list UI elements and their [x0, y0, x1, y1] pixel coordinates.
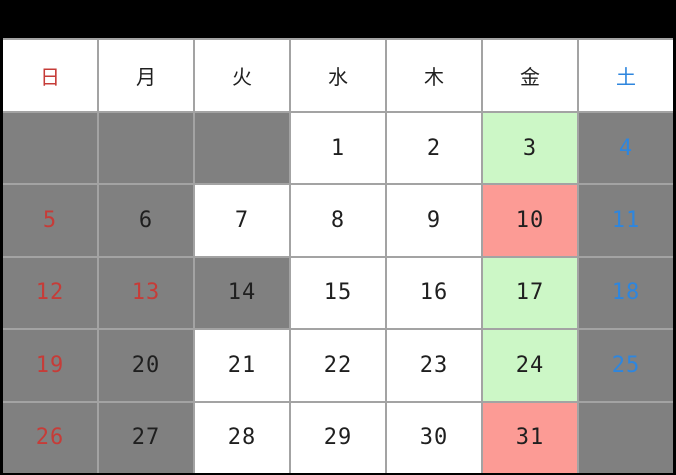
day-cell-15[interactable]: 15 [291, 257, 385, 329]
day-cell-29[interactable]: 29 [291, 402, 385, 473]
day-cell-22[interactable]: 22 [291, 330, 385, 401]
titlebar [0, 0, 676, 38]
day-cell-1[interactable]: 1 [291, 113, 385, 184]
weekday-header-thu: 木 [387, 40, 481, 111]
weekday-header-wed: 水 [291, 40, 385, 111]
day-cell-5[interactable]: 5 [3, 185, 97, 256]
weekday-header-mon: 月 [99, 40, 193, 111]
weekday-header-sun: 日 [3, 40, 97, 111]
day-cell-6[interactable]: 6 [99, 185, 193, 256]
day-cell-26[interactable]: 26 [3, 402, 97, 473]
weekday-header-tue: 火 [195, 40, 289, 111]
empty-cell [99, 113, 193, 184]
day-cell-14[interactable]: 14 [195, 257, 289, 329]
day-cell-23[interactable]: 23 [387, 330, 481, 401]
day-cell-13[interactable]: 13 [99, 257, 193, 329]
day-cell-8[interactable]: 8 [291, 185, 385, 256]
day-cell-11[interactable]: 11 [579, 185, 673, 256]
day-cell-30[interactable]: 30 [387, 402, 481, 473]
empty-cell [195, 113, 289, 184]
day-cell-7[interactable]: 7 [195, 185, 289, 256]
day-cell-2[interactable]: 2 [387, 113, 481, 184]
calendar-grid-frame: 日月火水木金土 1 2 3 4 5 6 7 8 9 10 11 12 13 14 15 16 17 18 19 20 21… [3, 38, 673, 473]
weekday-header-sat: 土 [579, 40, 673, 111]
day-cell-27[interactable]: 27 [99, 402, 193, 473]
day-cell-9[interactable]: 9 [387, 185, 481, 256]
day-cell-16[interactable]: 16 [387, 257, 481, 329]
day-cell-17[interactable]: 17 [483, 257, 577, 329]
weekday-header-fri: 金 [483, 40, 577, 111]
day-cell-18[interactable]: 18 [579, 257, 673, 329]
empty-cell [3, 113, 97, 184]
day-cell-3[interactable]: 3 [483, 113, 577, 184]
day-cell-10[interactable]: 10 [483, 185, 577, 256]
day-cell-20[interactable]: 20 [99, 330, 193, 401]
day-cell-4[interactable]: 4 [579, 113, 673, 184]
calendar-grid: 日月火水木金土 1 2 3 4 5 6 7 8 9 10 11 12 13 14 15 16 17 18 19 20 21… [3, 40, 673, 473]
day-cell-28[interactable]: 28 [195, 402, 289, 473]
day-cell-21[interactable]: 21 [195, 330, 289, 401]
day-cell-12[interactable]: 12 [3, 257, 97, 329]
day-cell-19[interactable]: 19 [3, 330, 97, 401]
empty-cell [579, 402, 673, 473]
day-cell-31[interactable]: 31 [483, 402, 577, 473]
day-cell-24[interactable]: 24 [483, 330, 577, 401]
day-cell-25[interactable]: 25 [579, 330, 673, 401]
